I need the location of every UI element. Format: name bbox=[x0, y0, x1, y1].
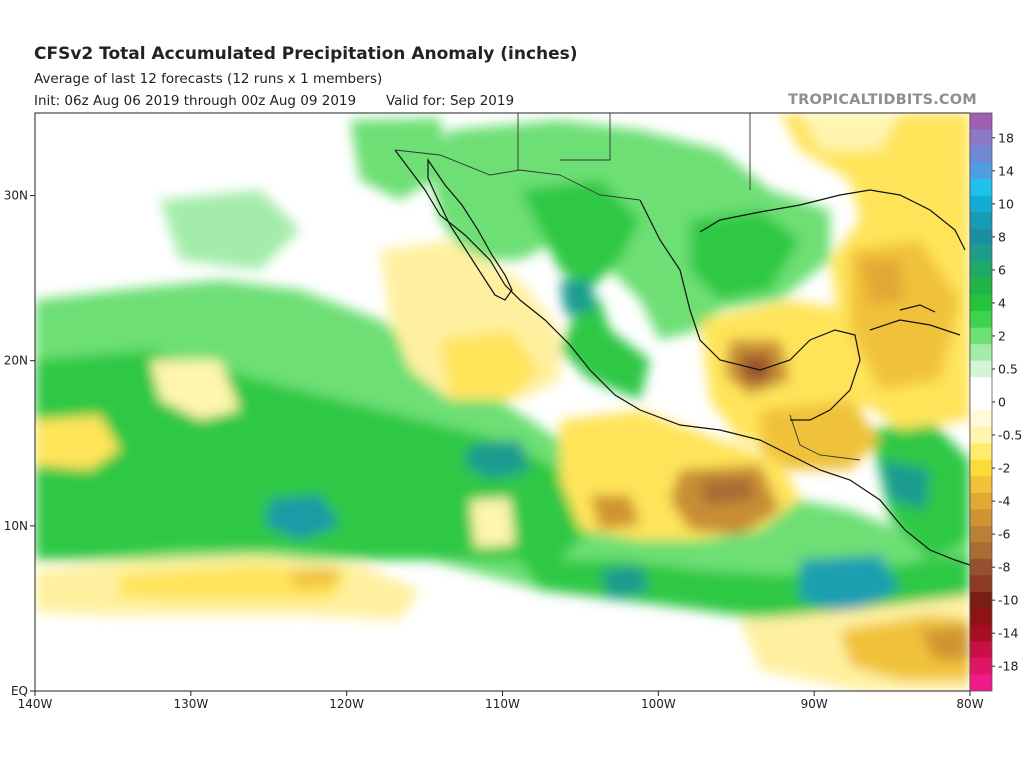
colorbar-bin bbox=[970, 294, 992, 312]
colorbar-frame bbox=[969, 112, 993, 692]
x-tick-label: 120W bbox=[329, 697, 364, 711]
colorbar-bin bbox=[970, 509, 992, 527]
colorbar-bin bbox=[970, 426, 992, 444]
colorbar-bin bbox=[970, 674, 992, 692]
colorbar-label: -0.5 bbox=[998, 428, 1022, 443]
map-title: CFSv2 Total Accumulated Precipitation An… bbox=[34, 44, 578, 64]
x-tick-label: 140W bbox=[18, 697, 53, 711]
colorbar-label: 0.5 bbox=[998, 361, 1018, 376]
colorbar-bin bbox=[970, 195, 992, 213]
y-tick-label: EQ bbox=[11, 684, 28, 698]
x-tick-label: 90W bbox=[801, 697, 828, 711]
valid-time: Valid for: Sep 2019 bbox=[386, 93, 515, 109]
colorbar-bin bbox=[970, 261, 992, 279]
borders bbox=[394, 113, 861, 461]
colorbar-bin bbox=[970, 344, 992, 362]
colorbar-bin bbox=[970, 327, 992, 345]
y-tick-label: 30N bbox=[4, 189, 28, 203]
y-tick-label: 20N bbox=[4, 354, 28, 368]
colorbar-bin bbox=[970, 360, 992, 378]
colorbar-label: -8 bbox=[998, 560, 1011, 575]
colorbar-bin bbox=[970, 278, 992, 295]
colorbar-label: -2 bbox=[998, 461, 1010, 476]
init-time: Init: 06z Aug 06 2019 through 00z Aug 09… bbox=[34, 93, 357, 109]
x-tick-label: 100W bbox=[641, 697, 676, 711]
colorbar-bin bbox=[970, 476, 992, 494]
x-tick-label: 130W bbox=[173, 697, 208, 711]
colorbar-bin bbox=[970, 542, 992, 560]
colorbar-label: 0 bbox=[998, 395, 1006, 410]
brand-watermark: TROPICALTIDBITS.COM bbox=[788, 92, 977, 108]
colorbar-bin bbox=[970, 641, 992, 659]
colorbar-label: 2 bbox=[998, 328, 1006, 343]
colorbar-label: -4 bbox=[998, 494, 1011, 509]
colorbar-bin bbox=[970, 393, 992, 411]
colorbar: 18 14 10 8 6 4 2 0.5 0 -0.5 -2 -4 -6 -8 -10 -14 -18 bbox=[969, 112, 1022, 692]
coastlines bbox=[394, 149, 970, 566]
y-tick-label: 10N bbox=[4, 519, 28, 533]
precip-field bbox=[35, 113, 970, 691]
colorbar-bin bbox=[970, 113, 992, 130]
colorbar-label: 6 bbox=[998, 262, 1006, 277]
colorbar-label: -18 bbox=[998, 659, 1018, 674]
colorbar-bin bbox=[970, 162, 992, 180]
colorbar-bin bbox=[970, 525, 992, 543]
colorbar-label: -10 bbox=[998, 593, 1018, 608]
x-axis: 140W 130W 120W 110W 100W 90W 80W bbox=[18, 691, 984, 711]
colorbar-label: 8 bbox=[998, 229, 1006, 244]
colorbar-bin bbox=[970, 459, 992, 477]
colorbar-bin bbox=[970, 591, 992, 609]
colorbar-bin bbox=[970, 624, 992, 642]
x-tick-label: 80W bbox=[956, 697, 983, 711]
colorbar-bin bbox=[970, 228, 992, 246]
colorbar-bin bbox=[970, 377, 992, 395]
colorbar-bin bbox=[970, 311, 992, 328]
colorbar-bin bbox=[970, 179, 992, 196]
colorbar-label: 14 bbox=[998, 163, 1014, 178]
colorbar-bin bbox=[970, 558, 992, 576]
x-tick-label: 110W bbox=[485, 697, 520, 711]
y-axis: 30N 20N 10N EQ bbox=[4, 189, 35, 698]
colorbar-label: -14 bbox=[998, 626, 1018, 641]
colorbar-bin bbox=[970, 492, 992, 510]
colorbar-bin bbox=[970, 443, 992, 461]
colorbar-bin bbox=[970, 129, 992, 147]
colorbar-bin bbox=[970, 245, 992, 262]
colorbar-label: 10 bbox=[998, 196, 1014, 211]
colorbar-bin bbox=[970, 575, 992, 593]
colorbar-label: 4 bbox=[998, 295, 1006, 310]
colorbar-label: -6 bbox=[998, 527, 1011, 542]
colorbar-bin bbox=[970, 657, 992, 675]
colorbar-bin bbox=[970, 146, 992, 163]
colorbar-bin bbox=[970, 212, 992, 229]
colorbar-label: 18 bbox=[998, 130, 1014, 145]
map-subtitle: Average of last 12 forecasts (12 runs x … bbox=[34, 71, 383, 87]
colorbar-bin bbox=[970, 410, 992, 428]
colorbar-bin bbox=[970, 608, 992, 626]
